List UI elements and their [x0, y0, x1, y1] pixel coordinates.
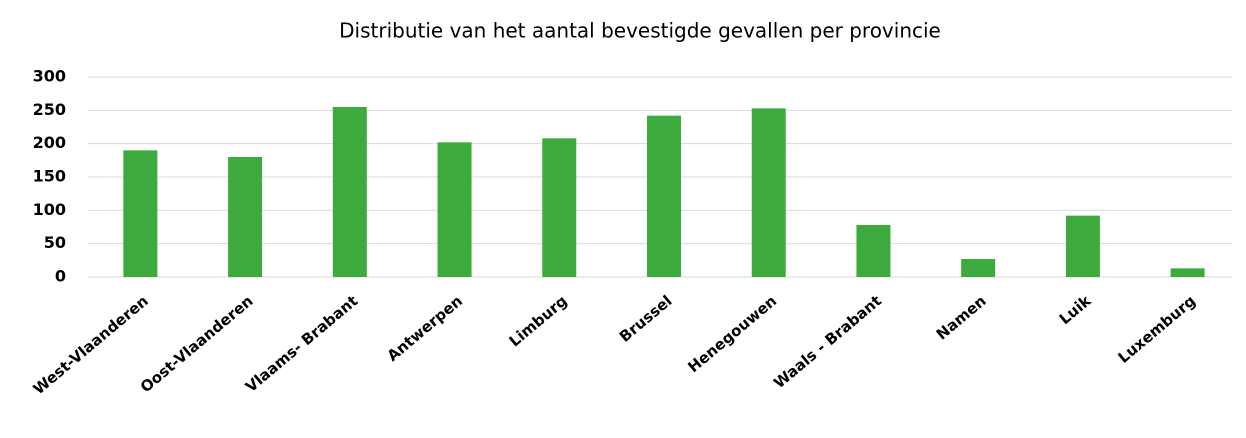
bar: [1065, 215, 1100, 277]
y-tick-label: 50: [44, 233, 66, 252]
y-tick-label: 200: [33, 133, 66, 152]
bar: [647, 115, 681, 278]
y-tick-label: 300: [33, 67, 66, 86]
x-tick-label: Namen: [933, 292, 990, 344]
x-tick-label: Vlaams- Brabant: [242, 292, 361, 396]
bar: [332, 107, 367, 277]
x-tick-label: Brussel: [616, 292, 676, 346]
y-tick-label: 100: [33, 200, 66, 219]
x-tick-label: Henegouwen: [684, 292, 780, 377]
x-tick-label: Luik: [1056, 291, 1095, 328]
bar: [437, 142, 472, 277]
y-tick-label: 0: [55, 267, 66, 286]
bar: [1170, 268, 1205, 277]
x-tick-label: Antwerpen: [384, 292, 466, 365]
y-tick-label: 250: [33, 100, 66, 119]
bar: [751, 108, 786, 277]
x-tick-label: West-Vlaanderen: [30, 292, 152, 399]
bar: [228, 157, 263, 277]
x-tick-label: Oost-Vlaanderen: [137, 292, 257, 397]
chart-title: Distributie van het aantal bevestigde ge…: [339, 19, 941, 43]
bar: [856, 225, 891, 277]
bar: [123, 150, 158, 277]
bar: [961, 259, 996, 277]
y-tick-label: 150: [33, 167, 66, 186]
x-tick-label: Limburg: [506, 292, 571, 351]
x-tick-label: Luxemburg: [1115, 292, 1200, 367]
x-tick-label: Waals - Brabant: [770, 292, 885, 392]
bar: [542, 138, 577, 277]
